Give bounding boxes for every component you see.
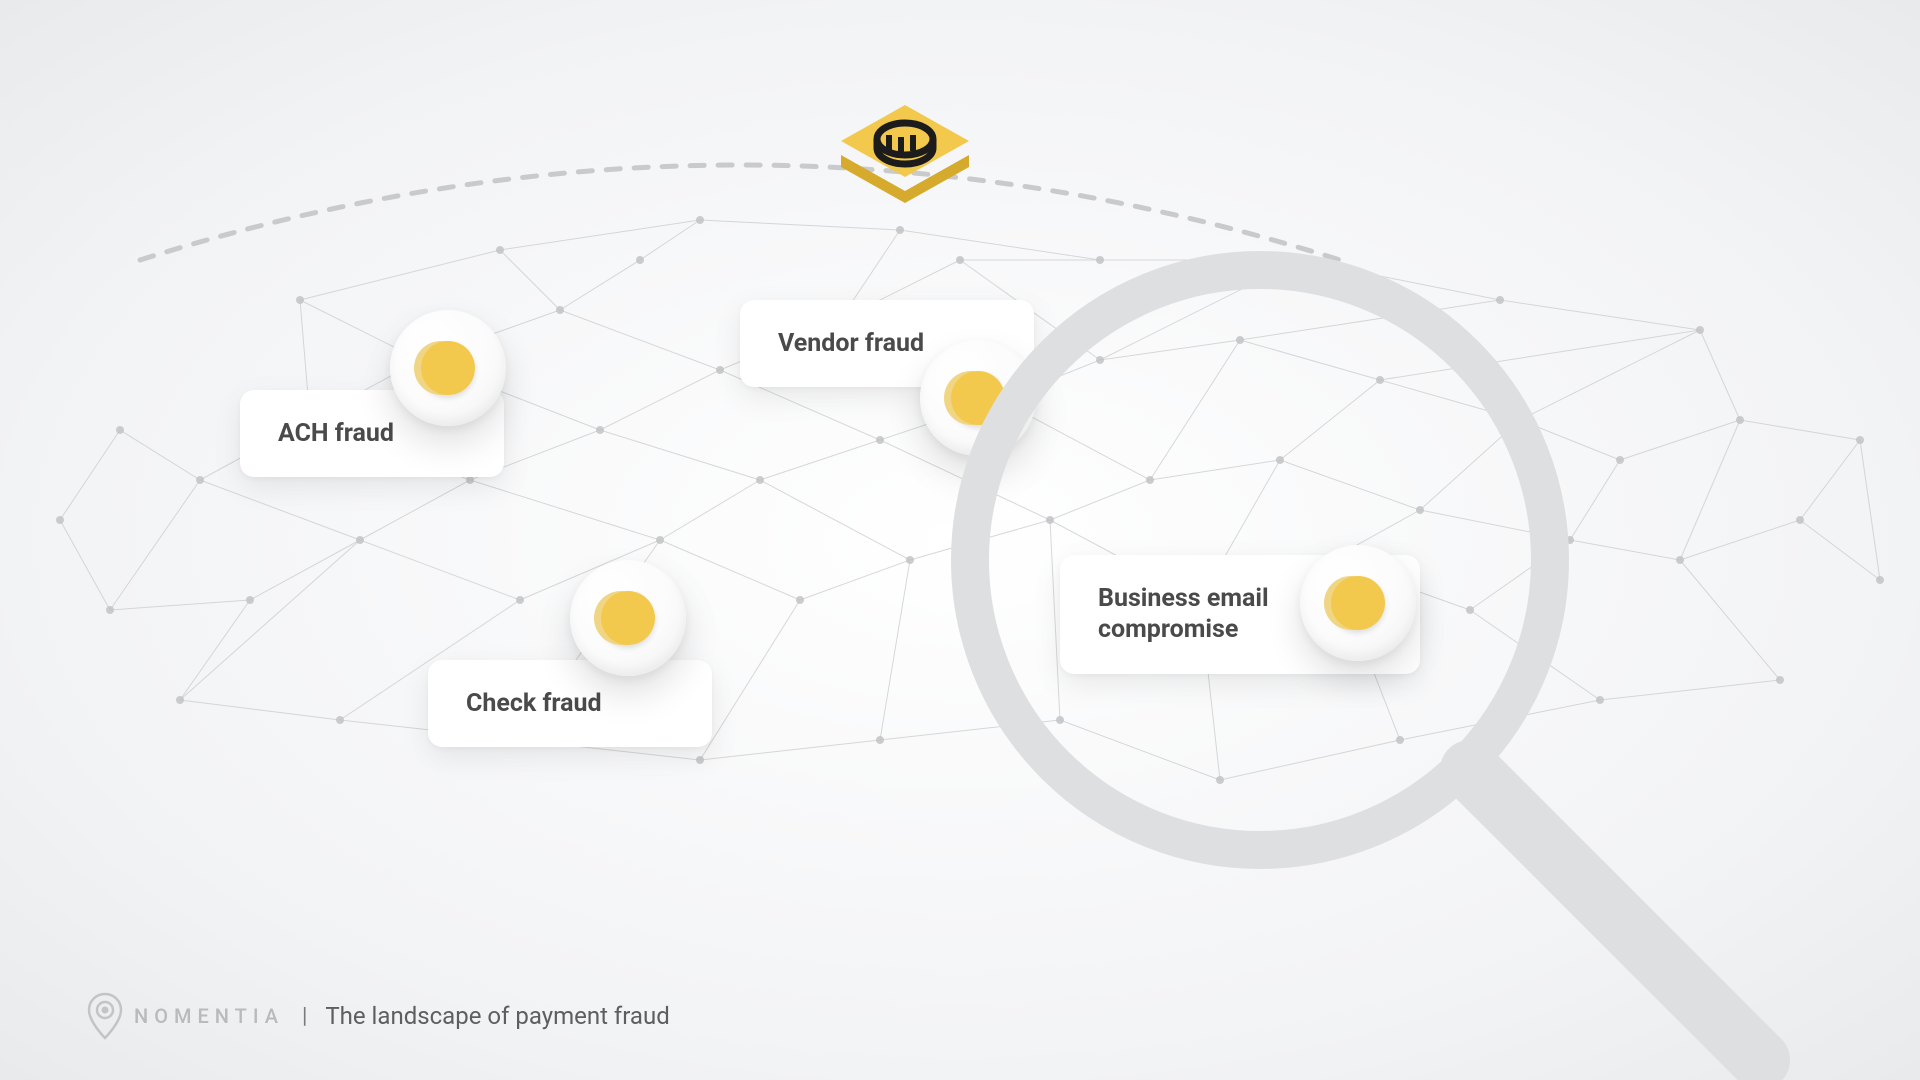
footer-divider: | bbox=[302, 1004, 307, 1029]
magnifier-handle bbox=[1470, 770, 1760, 1060]
fraud-label: Vendor fraud bbox=[778, 329, 924, 358]
coin-circle-check bbox=[570, 560, 686, 676]
fraud-label: Check fraud bbox=[466, 689, 602, 718]
pin-icon bbox=[86, 992, 124, 1040]
fraud-label: Business email compromise bbox=[1098, 584, 1269, 644]
brand-name: NOMENTIA bbox=[134, 1004, 284, 1028]
arc-path bbox=[140, 165, 1340, 260]
coin-circle-vendor bbox=[920, 340, 1036, 456]
footer-title: The landscape of payment fraud bbox=[325, 1002, 669, 1030]
footer: NOMENTIA | The landscape of payment frau… bbox=[86, 992, 670, 1040]
coin-badge bbox=[820, 60, 990, 230]
coin-circle-ach bbox=[390, 310, 506, 426]
coin-circle-bec bbox=[1300, 545, 1416, 661]
fraud-card-check: Check fraud bbox=[428, 660, 712, 747]
fraud-label: ACH fraud bbox=[278, 419, 394, 448]
brand: NOMENTIA bbox=[86, 992, 284, 1040]
